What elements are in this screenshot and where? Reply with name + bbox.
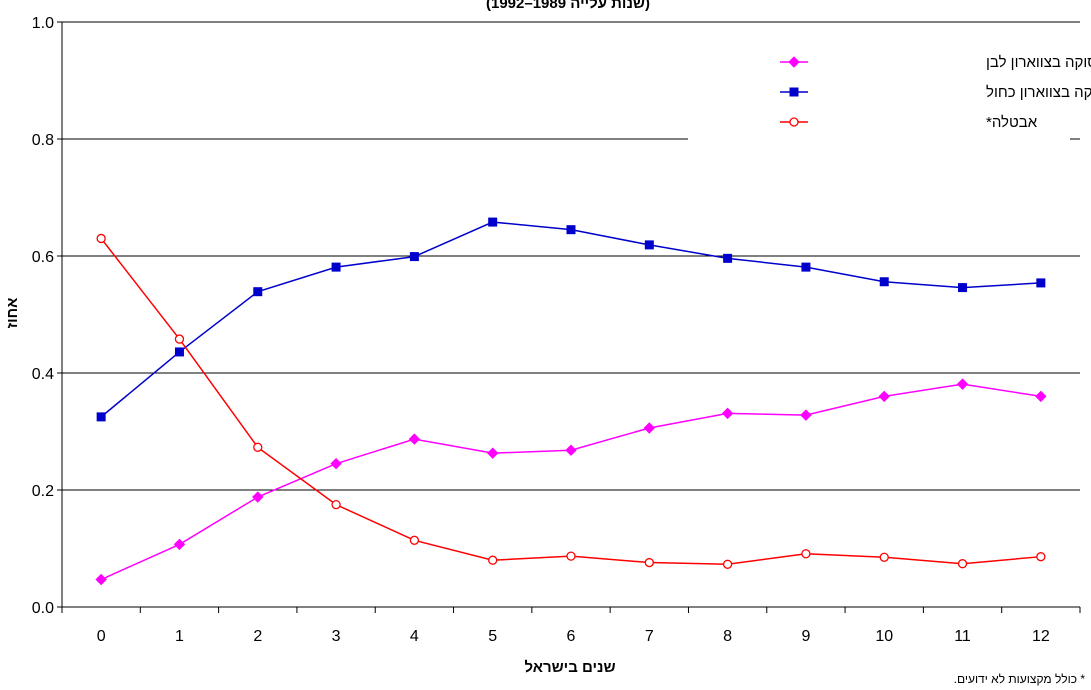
x-tick-label: 10 (875, 628, 893, 645)
series-group (95, 217, 1047, 586)
data-point (409, 535, 420, 545)
data-point (330, 457, 342, 470)
data-point (1036, 552, 1046, 562)
data-point (723, 253, 733, 263)
data-point (488, 555, 498, 565)
data-point (174, 347, 184, 357)
data-point (801, 262, 811, 272)
data-point (96, 233, 106, 244)
data-point (644, 557, 654, 568)
y-tick-label: 0.0 (32, 600, 54, 617)
x-tick-label: 6 (567, 628, 576, 645)
legend-label: תעסוקה בצווארון כחול (986, 84, 1091, 101)
y-tick-label: 0.6 (32, 249, 54, 266)
x-tick-label: 3 (332, 628, 341, 645)
data-point (1036, 278, 1046, 288)
data-point (643, 422, 656, 434)
x-tick-label: 0 (97, 628, 106, 645)
data-point (95, 573, 107, 586)
data-point (956, 378, 969, 390)
x-axis-ticks: 0 1 2 3 4 5 6 7 8 9 10 11 12 (61, 607, 1081, 645)
x-tick-label: 12 (1032, 628, 1050, 645)
y-tick-label: 0.2 (32, 483, 54, 500)
data-point (644, 240, 654, 250)
y-axis-ticks: 0.0 0.2 0.4 0.6 0.8 1.0 (32, 15, 62, 617)
data-point (253, 442, 263, 452)
data-point (565, 444, 577, 456)
legend-swatch-marker (789, 117, 799, 127)
legend-swatch-marker (788, 56, 800, 68)
x-tick-label: 4 (410, 628, 419, 645)
data-point (958, 283, 968, 293)
legend-background (688, 40, 1070, 150)
y-tick-label: 0.8 (32, 132, 54, 149)
y-tick-label: 1.0 (32, 15, 54, 32)
data-point (174, 334, 185, 344)
data-point (801, 549, 811, 559)
series-2 (96, 233, 1046, 569)
data-point (253, 287, 263, 297)
data-point (331, 262, 341, 272)
x-tick-label: 5 (488, 628, 497, 645)
axes (61, 22, 1080, 608)
x-tick-label: 8 (723, 628, 732, 645)
data-point (879, 277, 889, 287)
footnote: * כולל מקצועות לא ידועים. (953, 672, 1085, 686)
x-tick-label: 2 (253, 628, 262, 645)
data-point (800, 409, 812, 421)
data-point (173, 538, 186, 551)
data-point (879, 552, 889, 562)
series-line (100, 237, 1041, 566)
series-0 (95, 378, 1047, 586)
chart-title: (שנות עלייה 1989–1992) (486, 0, 650, 12)
data-point (408, 433, 421, 445)
data-point (488, 217, 498, 227)
y-tick-label: 0.4 (32, 366, 54, 383)
data-point (722, 559, 733, 569)
data-point (957, 559, 968, 569)
series-line (100, 221, 1041, 418)
x-axis-label: שנים בישראל (524, 659, 615, 676)
series-1 (96, 217, 1046, 422)
data-point (721, 407, 734, 420)
x-tick-label: 11 (954, 628, 971, 645)
data-point (566, 551, 576, 561)
y-axis-label: אחוז (4, 298, 21, 329)
data-point (331, 499, 341, 510)
data-point (566, 225, 576, 235)
series-line (100, 383, 1041, 581)
legend: תעסוקה בצווארון לבן תעסוקה בצווארון כחול א… (688, 40, 1091, 150)
legend-label: תעסוקה בצווארון לבן (986, 54, 1091, 71)
data-point (486, 447, 499, 459)
data-point (96, 412, 106, 422)
legend-swatch-marker (789, 87, 799, 97)
data-point (252, 491, 264, 503)
legend-label: אבטלה* (986, 114, 1038, 131)
x-tick-label: 9 (801, 628, 810, 645)
data-point (409, 252, 419, 262)
x-tick-label: 7 (645, 628, 654, 645)
data-point (878, 390, 890, 403)
x-tick-label: 1 (175, 628, 184, 645)
data-point (1035, 390, 1047, 403)
